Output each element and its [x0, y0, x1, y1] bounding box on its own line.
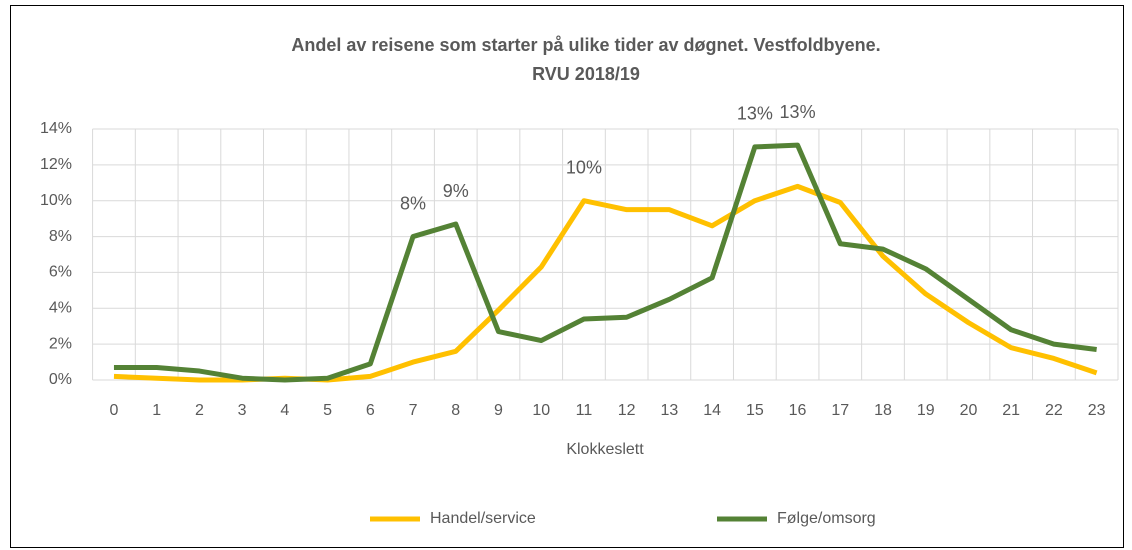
y-tick-label: 0% — [49, 371, 72, 388]
x-tick-label: 8 — [451, 402, 460, 419]
x-tick-label: 0 — [110, 402, 119, 419]
x-tick-label: 13 — [660, 402, 678, 419]
x-axis-label: Klokkeslett — [566, 441, 644, 458]
y-tick-label: 6% — [49, 264, 72, 281]
x-tick-label: 3 — [238, 402, 247, 419]
x-tick-label: 1 — [152, 402, 161, 419]
legend-label: Handel/service — [430, 510, 536, 527]
x-tick-label: 17 — [831, 402, 849, 419]
legend-label: Følge/omsorg — [777, 510, 876, 527]
x-tick-label: 9 — [494, 402, 503, 419]
x-tick-label: 5 — [323, 402, 332, 419]
series-line — [113, 142, 1097, 383]
x-tick-label: 23 — [1088, 402, 1106, 419]
x-tick-label: 14 — [703, 402, 721, 419]
x-tick-label: 16 — [789, 402, 807, 419]
x-tick-label: 2 — [195, 402, 204, 419]
y-tick-label: 10% — [40, 192, 72, 209]
x-tick-label: 19 — [917, 402, 935, 419]
x-tick-label: 11 — [576, 402, 593, 419]
x-tick-label: 6 — [366, 402, 375, 419]
chart-title: Andel av reisene som starter på ulike ti… — [291, 35, 880, 55]
x-tick-label: 15 — [746, 402, 764, 419]
x-tick-label: 7 — [409, 402, 418, 419]
y-tick-label: 4% — [49, 300, 72, 317]
chart-frame — [10, 5, 1124, 548]
y-tick-label: 2% — [49, 335, 72, 352]
chart-title: RVU 2018/19 — [532, 64, 640, 84]
data-label: 9% — [443, 181, 469, 201]
data-label: 8% — [400, 193, 426, 213]
data-label: 13% — [737, 104, 773, 124]
x-tick-label: 12 — [618, 402, 636, 419]
y-tick-label: 8% — [49, 228, 72, 245]
data-label: 13% — [780, 102, 816, 122]
x-tick-label: 18 — [874, 402, 892, 419]
x-tick-label: 20 — [960, 402, 978, 419]
x-tick-label: 21 — [1002, 402, 1020, 419]
data-label: 10% — [566, 157, 602, 177]
x-tick-label: 4 — [280, 402, 289, 419]
x-tick-label: 22 — [1045, 402, 1063, 419]
y-tick-label: 14% — [40, 120, 72, 137]
x-tick-label: 10 — [532, 402, 550, 419]
y-tick-label: 12% — [40, 156, 72, 173]
